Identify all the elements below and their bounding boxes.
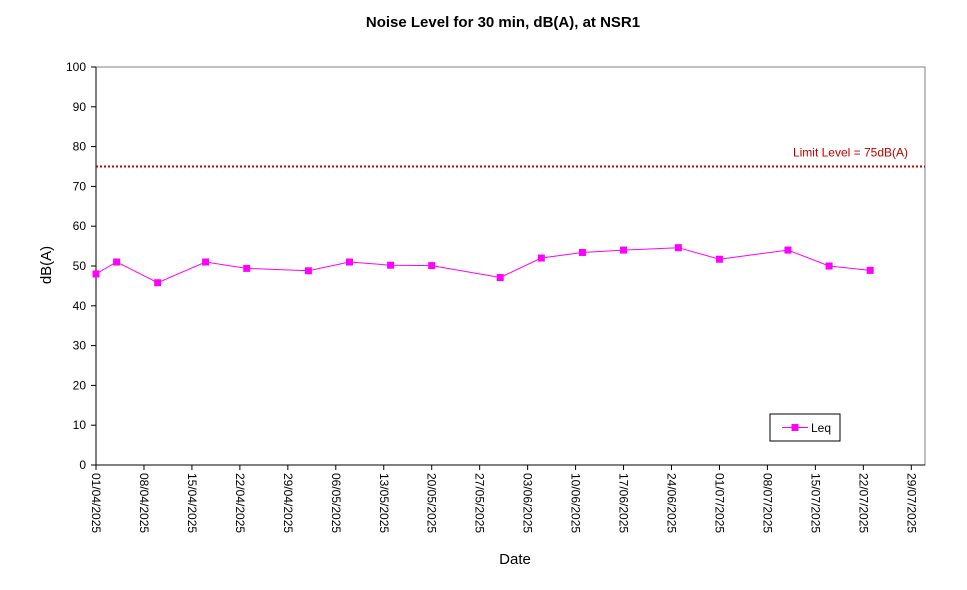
data-point-leq bbox=[784, 246, 792, 254]
x-axis-label: Date bbox=[499, 551, 531, 568]
x-tick-label: 29/04/2025 bbox=[281, 473, 295, 533]
data-point-leq bbox=[866, 266, 874, 274]
y-tick-label: 70 bbox=[73, 179, 87, 193]
y-axis-label: dB(A) bbox=[38, 246, 55, 284]
data-point-leq bbox=[154, 279, 162, 287]
y-tick-label: 40 bbox=[73, 299, 87, 313]
legend-label-leq: Leq bbox=[811, 421, 831, 435]
data-point-leq bbox=[113, 258, 121, 266]
data-point-leq bbox=[537, 254, 545, 262]
x-tick-label: 01/07/2025 bbox=[712, 473, 726, 533]
x-tick-label: 10/06/2025 bbox=[569, 473, 583, 533]
y-tick-label: 60 bbox=[73, 219, 87, 233]
chart-title: Noise Level for 30 min, dB(A), at NSR1 bbox=[366, 14, 640, 31]
x-tick-label: 22/04/2025 bbox=[233, 473, 247, 533]
plot-frame bbox=[95, 66, 926, 466]
x-tick-label: 06/05/2025 bbox=[329, 473, 343, 533]
x-tick-label: 03/06/2025 bbox=[521, 473, 535, 533]
x-tick-label: 29/07/2025 bbox=[904, 473, 918, 533]
limit-label: Limit Level = 75dB(A) bbox=[793, 146, 908, 160]
y-tick-label: 50 bbox=[73, 259, 87, 273]
data-point-leq bbox=[304, 267, 312, 275]
data-point-leq bbox=[496, 274, 504, 282]
data-point-leq bbox=[202, 258, 210, 266]
x-tick-label: 15/07/2025 bbox=[808, 473, 822, 533]
series-line-leq bbox=[95, 247, 871, 284]
y-tick-label: 30 bbox=[73, 339, 87, 353]
x-tick-label: 08/04/2025 bbox=[137, 473, 151, 533]
x-tick-label: 08/07/2025 bbox=[760, 473, 774, 533]
x-axis: 01/04/2025 08/04/2025 15/04/2025 22/04/2025… bbox=[89, 464, 925, 533]
y-tick-label: 10 bbox=[73, 418, 87, 432]
x-tick-label: 24/06/2025 bbox=[665, 473, 679, 533]
x-tick-label: 20/05/2025 bbox=[425, 473, 439, 533]
legend: Leq bbox=[769, 413, 841, 442]
data-point-leq bbox=[578, 248, 586, 256]
y-tick-label: 20 bbox=[73, 378, 87, 392]
x-tick-label: 17/06/2025 bbox=[617, 473, 631, 533]
y-tick-label: 0 bbox=[79, 458, 86, 472]
data-point-leq bbox=[825, 262, 833, 270]
x-tick-label: 01/04/2025 bbox=[89, 473, 103, 533]
y-tick-label: 100 bbox=[66, 60, 86, 74]
y-axis: 0 10 20 30 40 50 60 70 80 90 100 bbox=[66, 60, 97, 472]
data-point-leq bbox=[620, 246, 628, 254]
series-group bbox=[92, 244, 874, 287]
x-tick-label: 27/05/2025 bbox=[473, 473, 487, 533]
x-tick-label: 22/07/2025 bbox=[856, 473, 870, 533]
limit-line-group: Limit Level = 75dB(A) bbox=[96, 146, 925, 168]
data-point-leq bbox=[243, 264, 251, 272]
x-tick-label: 15/04/2025 bbox=[185, 473, 199, 533]
y-tick-label: 90 bbox=[73, 100, 87, 114]
data-point-leq bbox=[92, 270, 100, 278]
legend-swatch-marker bbox=[791, 424, 799, 431]
data-point-leq bbox=[674, 244, 682, 252]
data-point-leq bbox=[387, 261, 395, 269]
x-tick-label: 13/05/2025 bbox=[377, 473, 391, 533]
plot-area bbox=[95, 66, 926, 466]
data-point-leq bbox=[428, 262, 436, 270]
data-point-leq bbox=[715, 255, 723, 263]
data-point-leq bbox=[345, 258, 353, 266]
y-tick-label: 80 bbox=[73, 140, 87, 154]
